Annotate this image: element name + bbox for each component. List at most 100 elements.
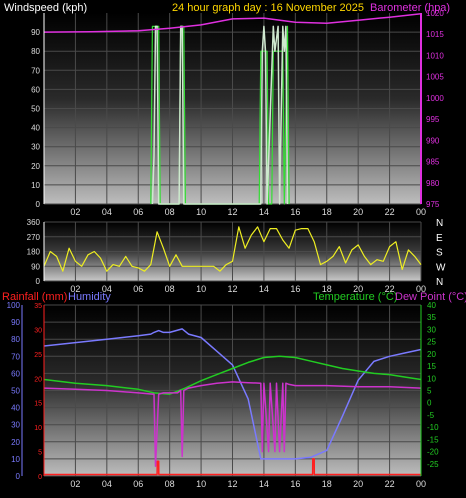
barometer-tick-label: 1000 [426,94,444,103]
humidity-tick-label: 0 [16,472,21,481]
direction-tick-label: 270 [27,233,41,242]
x-tick-label: 10 [196,207,206,217]
x-tick-label: 08 [165,284,175,294]
x-tick-label: 06 [133,284,143,294]
barometer-tick-label: 1020 [426,9,444,18]
temperature-tick-label: -25 [427,460,439,469]
humidity-tick-label: 60 [11,369,20,378]
compass-label: E [436,233,443,244]
compass-label: W [436,262,446,273]
windspeed-tick-label: 60 [31,85,40,94]
x-tick-label: 16 [290,284,300,294]
rainfall-tick-label: 0 [38,474,42,481]
humidity-tick-label: 40 [11,404,20,413]
x-tick-label: 06 [133,207,143,217]
x-tick-label: 18 [322,207,332,217]
rainfall-tick-label: 15 [34,401,42,408]
windspeed-tick-label: 70 [31,66,40,75]
x-tick-label: 04 [102,479,112,489]
windspeed-axis-title: Windspeed (kph) [4,2,87,14]
temperature-tick-label: 20 [427,350,436,359]
windspeed-tick-label: 10 [31,181,40,190]
barometer-tick-label: 980 [426,179,440,188]
x-tick-label: 12 [227,479,237,489]
temperature-tick-label: 35 [427,313,436,322]
x-tick-label: 16 [290,479,300,489]
windspeed-tick-label: 20 [31,162,40,171]
direction-tick-label: 90 [31,262,40,271]
barometer-tick-label: 1010 [426,51,444,60]
x-tick-label: 00 [416,207,426,217]
direction-tick-label: 0 [36,277,41,286]
rainfall-tick-label: 20 [34,376,42,383]
rainfall-tick-label: 30 [34,327,42,334]
rainfall-tick-label: 35 [34,303,42,310]
windspeed-tick-label: 30 [31,143,40,152]
x-tick-label: 14 [259,284,269,294]
x-tick-label: 18 [322,479,332,489]
temperature-tick-label: 15 [427,362,436,371]
barometer-tick-label: 1015 [426,30,444,39]
x-tick-label: 04 [102,207,112,217]
temperature-tick-label: 40 [427,301,436,310]
temperature-tick-label: 10 [427,374,436,383]
barometer-tick-label: 975 [426,200,440,209]
x-tick-label: 04 [102,284,112,294]
temperature-line [43,355,422,395]
x-tick-label: 20 [353,479,363,489]
direction-tick-label: 360 [27,218,41,227]
x-tick-label: 16 [290,207,300,217]
x-tick-label: 22 [385,284,395,294]
humidity-tick-label: 20 [11,438,20,447]
x-tick-label: 20 [353,284,363,294]
x-tick-label: 12 [227,284,237,294]
barometer-line [43,13,422,33]
temperature-tick-label: -10 [427,423,439,432]
temperature-tick-label: 25 [427,338,436,347]
x-tick-label: 08 [165,207,175,217]
x-tick-label: 22 [385,207,395,217]
temperature-axis-title: Temperature (°C) [313,291,397,303]
wind-direction-line [43,226,422,272]
x-tick-label: 14 [259,479,269,489]
windspeed-tick-label: 90 [31,28,40,37]
x-tick-label: 12 [227,207,237,217]
x-tick-label: 18 [322,284,332,294]
chart-title: 24 hour graph day : 16 November 2025 [172,2,364,14]
windspeed-tick-label: 0 [36,200,41,209]
rainfall-tick-label: 25 [34,352,42,359]
direction-tick-label: 180 [27,248,41,257]
x-tick-label: 00 [416,284,426,294]
barometer-tick-label: 995 [426,115,440,124]
temperature-tick-label: -5 [427,411,435,420]
series-layer [43,13,422,476]
barometer-tick-label: 990 [426,136,440,145]
temperature-tick-label: -20 [427,448,439,457]
x-tick-label: 06 [133,479,143,489]
barometer-tick-label: 985 [426,158,440,167]
barometer-axis-title: Barometer (hpa) [370,2,450,14]
rainfall-tick-label: 10 [34,425,42,432]
x-tick-label: 02 [70,479,80,489]
x-tick-label: 20 [353,207,363,217]
dewpoint-line [43,381,422,467]
temperature-tick-label: -15 [427,435,439,444]
x-tick-label: 08 [165,479,175,489]
humidity-axis-title: Humidity [68,291,111,303]
temperature-tick-label: 30 [427,325,436,334]
rainfall-line [44,458,421,476]
compass-label: N [436,218,443,229]
humidity-tick-label: 50 [11,387,20,396]
barometer-tick-label: 1005 [426,73,444,82]
humidity-tick-label: 70 [11,352,20,361]
humidity-tick-label: 80 [11,335,20,344]
x-tick-label: 14 [259,207,269,217]
rainfall-axis-title: Rainfall (mm) [2,291,67,303]
windspeed-tick-label: 80 [31,47,40,56]
x-tick-label: 02 [70,284,80,294]
compass-label: S [436,248,443,259]
temperature-tick-label: 0 [427,399,432,408]
x-tick-label: 10 [196,479,206,489]
